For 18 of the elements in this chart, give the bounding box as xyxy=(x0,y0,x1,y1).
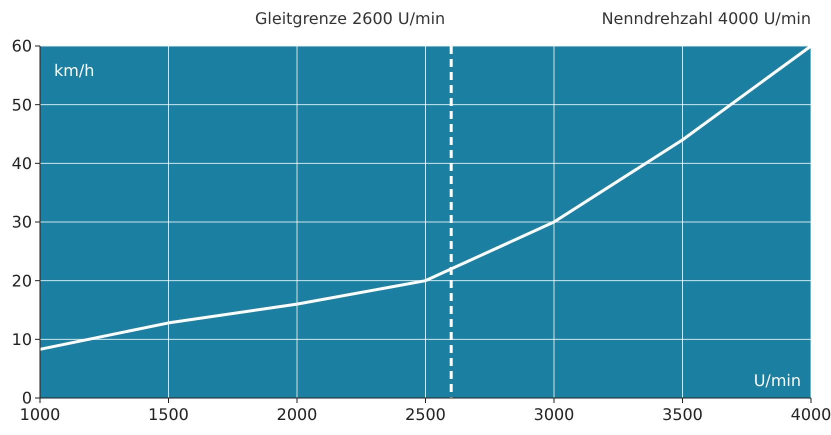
x-tick-label: 3500 xyxy=(662,405,703,424)
x-tick-label: 4000 xyxy=(790,405,831,424)
y-tick-label: 60 xyxy=(12,36,32,56)
y-tick-label: 50 xyxy=(12,95,32,114)
x-tick-label: 2000 xyxy=(276,405,318,424)
x-tick-label: 1500 xyxy=(148,405,189,424)
x-tick-label: 2500 xyxy=(405,405,446,424)
y-tick-label: 20 xyxy=(12,271,32,290)
text: Nenndrehzahl 4000 U/min xyxy=(602,9,811,28)
y-tick-label: 40 xyxy=(12,154,32,173)
x-tick-label: 1000 xyxy=(20,405,60,424)
y-tick-label: 0 xyxy=(22,388,32,408)
y-tick-label: 10 xyxy=(12,330,32,349)
x-tick-label: 3000 xyxy=(534,405,574,424)
x-axis-title: U/min xyxy=(754,371,801,390)
y-tick-label: 30 xyxy=(12,212,32,232)
ref-line-label: Gleitgrenze 2600 U/min xyxy=(255,9,446,28)
y-axis-title: km/h xyxy=(54,61,94,80)
